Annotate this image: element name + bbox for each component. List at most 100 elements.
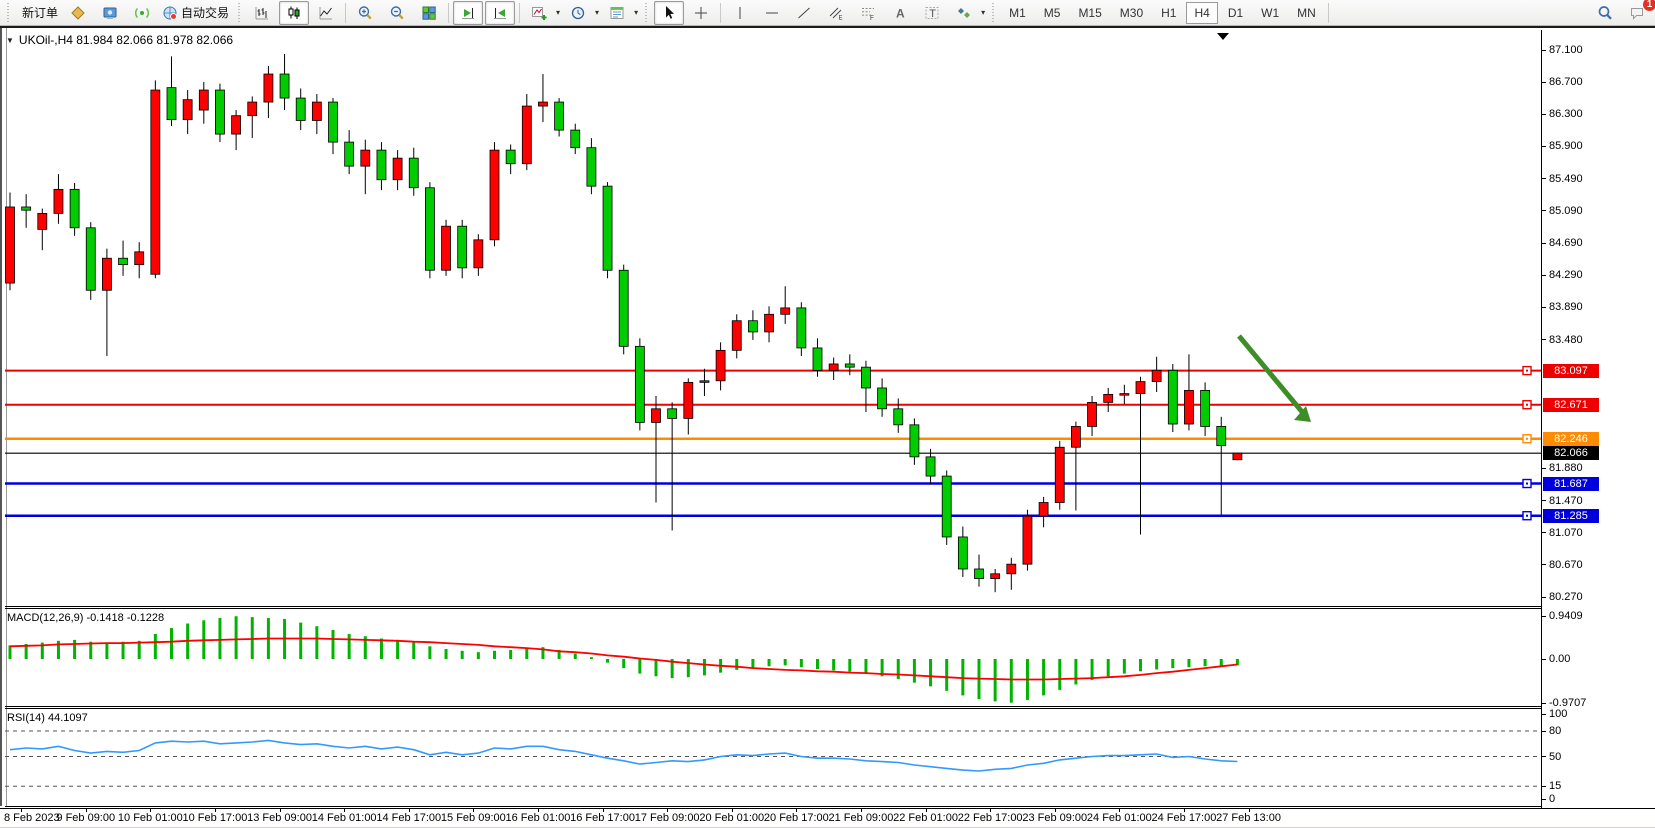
price-level-badge-82.246[interactable]: 82.246: [1543, 431, 1599, 446]
fibonacci-button[interactable]: F: [853, 1, 883, 25]
candle-body: [102, 257, 112, 291]
candle-body: [941, 475, 952, 538]
timeframe-button-m30[interactable]: M30: [1119, 5, 1144, 20]
templates-button-dropdown-icon[interactable]: ▾: [634, 8, 639, 17]
price-level-badge-81.687[interactable]: 81.687: [1543, 476, 1599, 491]
label-button[interactable]: T: [917, 1, 947, 25]
price-level-badge-82.671[interactable]: 82.671: [1543, 397, 1599, 412]
price-level-badge-81.285[interactable]: 81.285: [1543, 508, 1599, 523]
periods-button-dropdown-icon[interactable]: ▾: [595, 8, 600, 17]
time-axis-label: 24 Feb 17:00: [1151, 812, 1217, 824]
time-axis-label: 20 Feb 01:00: [699, 812, 765, 824]
auto-scroll-button[interactable]: [453, 0, 484, 25]
price-axis-label: 86.300: [1549, 108, 1583, 121]
time-axis-label: 21 Feb 09:00: [828, 812, 894, 824]
candle-body: [457, 225, 468, 269]
timeframe-button-m15[interactable]: M15: [1078, 5, 1102, 20]
hline-icon: [766, 12, 779, 13]
indicators-button[interactable]: [524, 1, 554, 25]
time-axis[interactable]: 8 Feb 2023 9 Feb 09:00 10 Feb 01:00 10 Feb …: [0, 808, 1655, 828]
trend-arrow-annotation[interactable]: [1237, 334, 1305, 415]
shapes-button[interactable]: [949, 1, 979, 25]
zoom-in-button[interactable]: [350, 1, 380, 25]
zoom-in-icon: [358, 5, 372, 19]
candlestick-chart-canvas[interactable]: [5, 30, 1541, 808]
candle-body: [263, 73, 274, 103]
chart-shift-marker-icon[interactable]: [1217, 33, 1229, 40]
toolbar-grip[interactable]: [643, 2, 651, 23]
cursor-button[interactable]: [654, 0, 685, 25]
price-axis-label: 81.470: [1549, 494, 1583, 507]
toolbar-grip[interactable]: [5, 2, 12, 23]
time-axis-label: 10 Feb 01:00: [117, 812, 183, 824]
time-axis-tick: [85, 809, 87, 812]
indicators-button-dropdown-icon[interactable]: ▾: [556, 8, 561, 17]
trendline-button[interactable]: [789, 1, 819, 25]
line-chart-button[interactable]: [311, 1, 341, 25]
price-level-badge-82.066[interactable]: 82.066: [1543, 446, 1599, 461]
candle-body: [634, 345, 645, 423]
tile-windows-button[interactable]: [414, 1, 444, 25]
time-axis-label: 22 Feb 01:00: [893, 812, 958, 824]
price-axis[interactable]: 87.100 86.700 86.300 85.900 85.490 85.090 84.6…: [1541, 30, 1655, 808]
chart-title-text: UKOil-,H4 81.984 82.066 81.978 82.066: [18, 33, 234, 47]
price-axis-label: 87.100: [1549, 44, 1583, 56]
timeframe-button-m5[interactable]: M5: [1043, 5, 1061, 20]
candle-body: [909, 424, 920, 458]
shapes-button-dropdown-icon[interactable]: ▾: [981, 8, 986, 17]
macd-axis-label: 0.00: [1549, 653, 1571, 665]
bar-chart-button[interactable]: [247, 1, 277, 25]
signals-button[interactable]: [127, 1, 157, 25]
vertical-line-button[interactable]: [725, 1, 755, 25]
chart-dropdown-icon[interactable]: ▼: [6, 35, 14, 45]
toolbar-grip[interactable]: [236, 2, 244, 23]
candle-body: [408, 157, 419, 189]
templates-button[interactable]: [602, 1, 632, 25]
timeframe-button-h1[interactable]: H1: [1161, 5, 1177, 20]
candle-body: [974, 568, 984, 579]
axis-tick: [1542, 532, 1546, 534]
level-line-handle-dot: [1526, 403, 1528, 406]
chart-plot-area[interactable]: [5, 30, 1541, 808]
gold-box-icon: [71, 5, 85, 20]
timeframe-button-d1[interactable]: D1: [1227, 5, 1244, 20]
timeframe-button-mn[interactable]: MN: [1297, 5, 1316, 20]
toolbar-separator: [345, 2, 347, 23]
periods-button[interactable]: [563, 1, 593, 25]
chart-shift-button[interactable]: [485, 0, 516, 25]
zoom-out-button[interactable]: [382, 1, 412, 25]
level-line-handle-dot: [1526, 437, 1528, 440]
time-axis-tick: [731, 809, 733, 812]
search-button[interactable]: [1590, 1, 1620, 25]
timeframe-button-w1[interactable]: W1: [1261, 5, 1280, 20]
channel-button[interactable]: E: [821, 1, 851, 25]
chat-button[interactable]: 1: [1622, 0, 1655, 25]
autotrade-button[interactable]: 自动交易: [159, 1, 232, 25]
candle-body: [21, 206, 32, 211]
candle-chart-button[interactable]: [279, 0, 310, 25]
crosshair-button[interactable]: [686, 1, 716, 25]
text-button[interactable]: A: [885, 1, 915, 25]
horizontal-line-button[interactable]: [757, 1, 787, 25]
community-icon: [103, 7, 117, 19]
time-axis-tick: [473, 809, 475, 812]
candle-body: [764, 313, 774, 333]
time-axis-label: 13 Feb 09:00: [247, 812, 312, 824]
candle-body: [699, 380, 710, 383]
candle-body: [748, 320, 758, 333]
toolbar-grip[interactable]: [990, 2, 998, 23]
svg-text:A: A: [896, 6, 905, 20]
price-level-badge-83.097[interactable]: 83.097: [1543, 363, 1599, 378]
time-axis-label: 22 Feb 17:00: [957, 812, 1023, 824]
tile-icon: [422, 6, 436, 20]
timeframe-button-h4[interactable]: H4: [1186, 1, 1218, 24]
time-axis-label: 16 Feb 01:00: [505, 812, 571, 824]
timeframe-button-m1[interactable]: M1: [1009, 5, 1026, 20]
new-order-button[interactable]: 新订单: [16, 1, 61, 25]
linechart-icon: [319, 6, 333, 19]
trend-arrow-head: [1294, 406, 1311, 422]
community-button[interactable]: [95, 1, 125, 25]
metaquotes-button[interactable]: [63, 1, 93, 25]
candle-body: [925, 456, 936, 477]
